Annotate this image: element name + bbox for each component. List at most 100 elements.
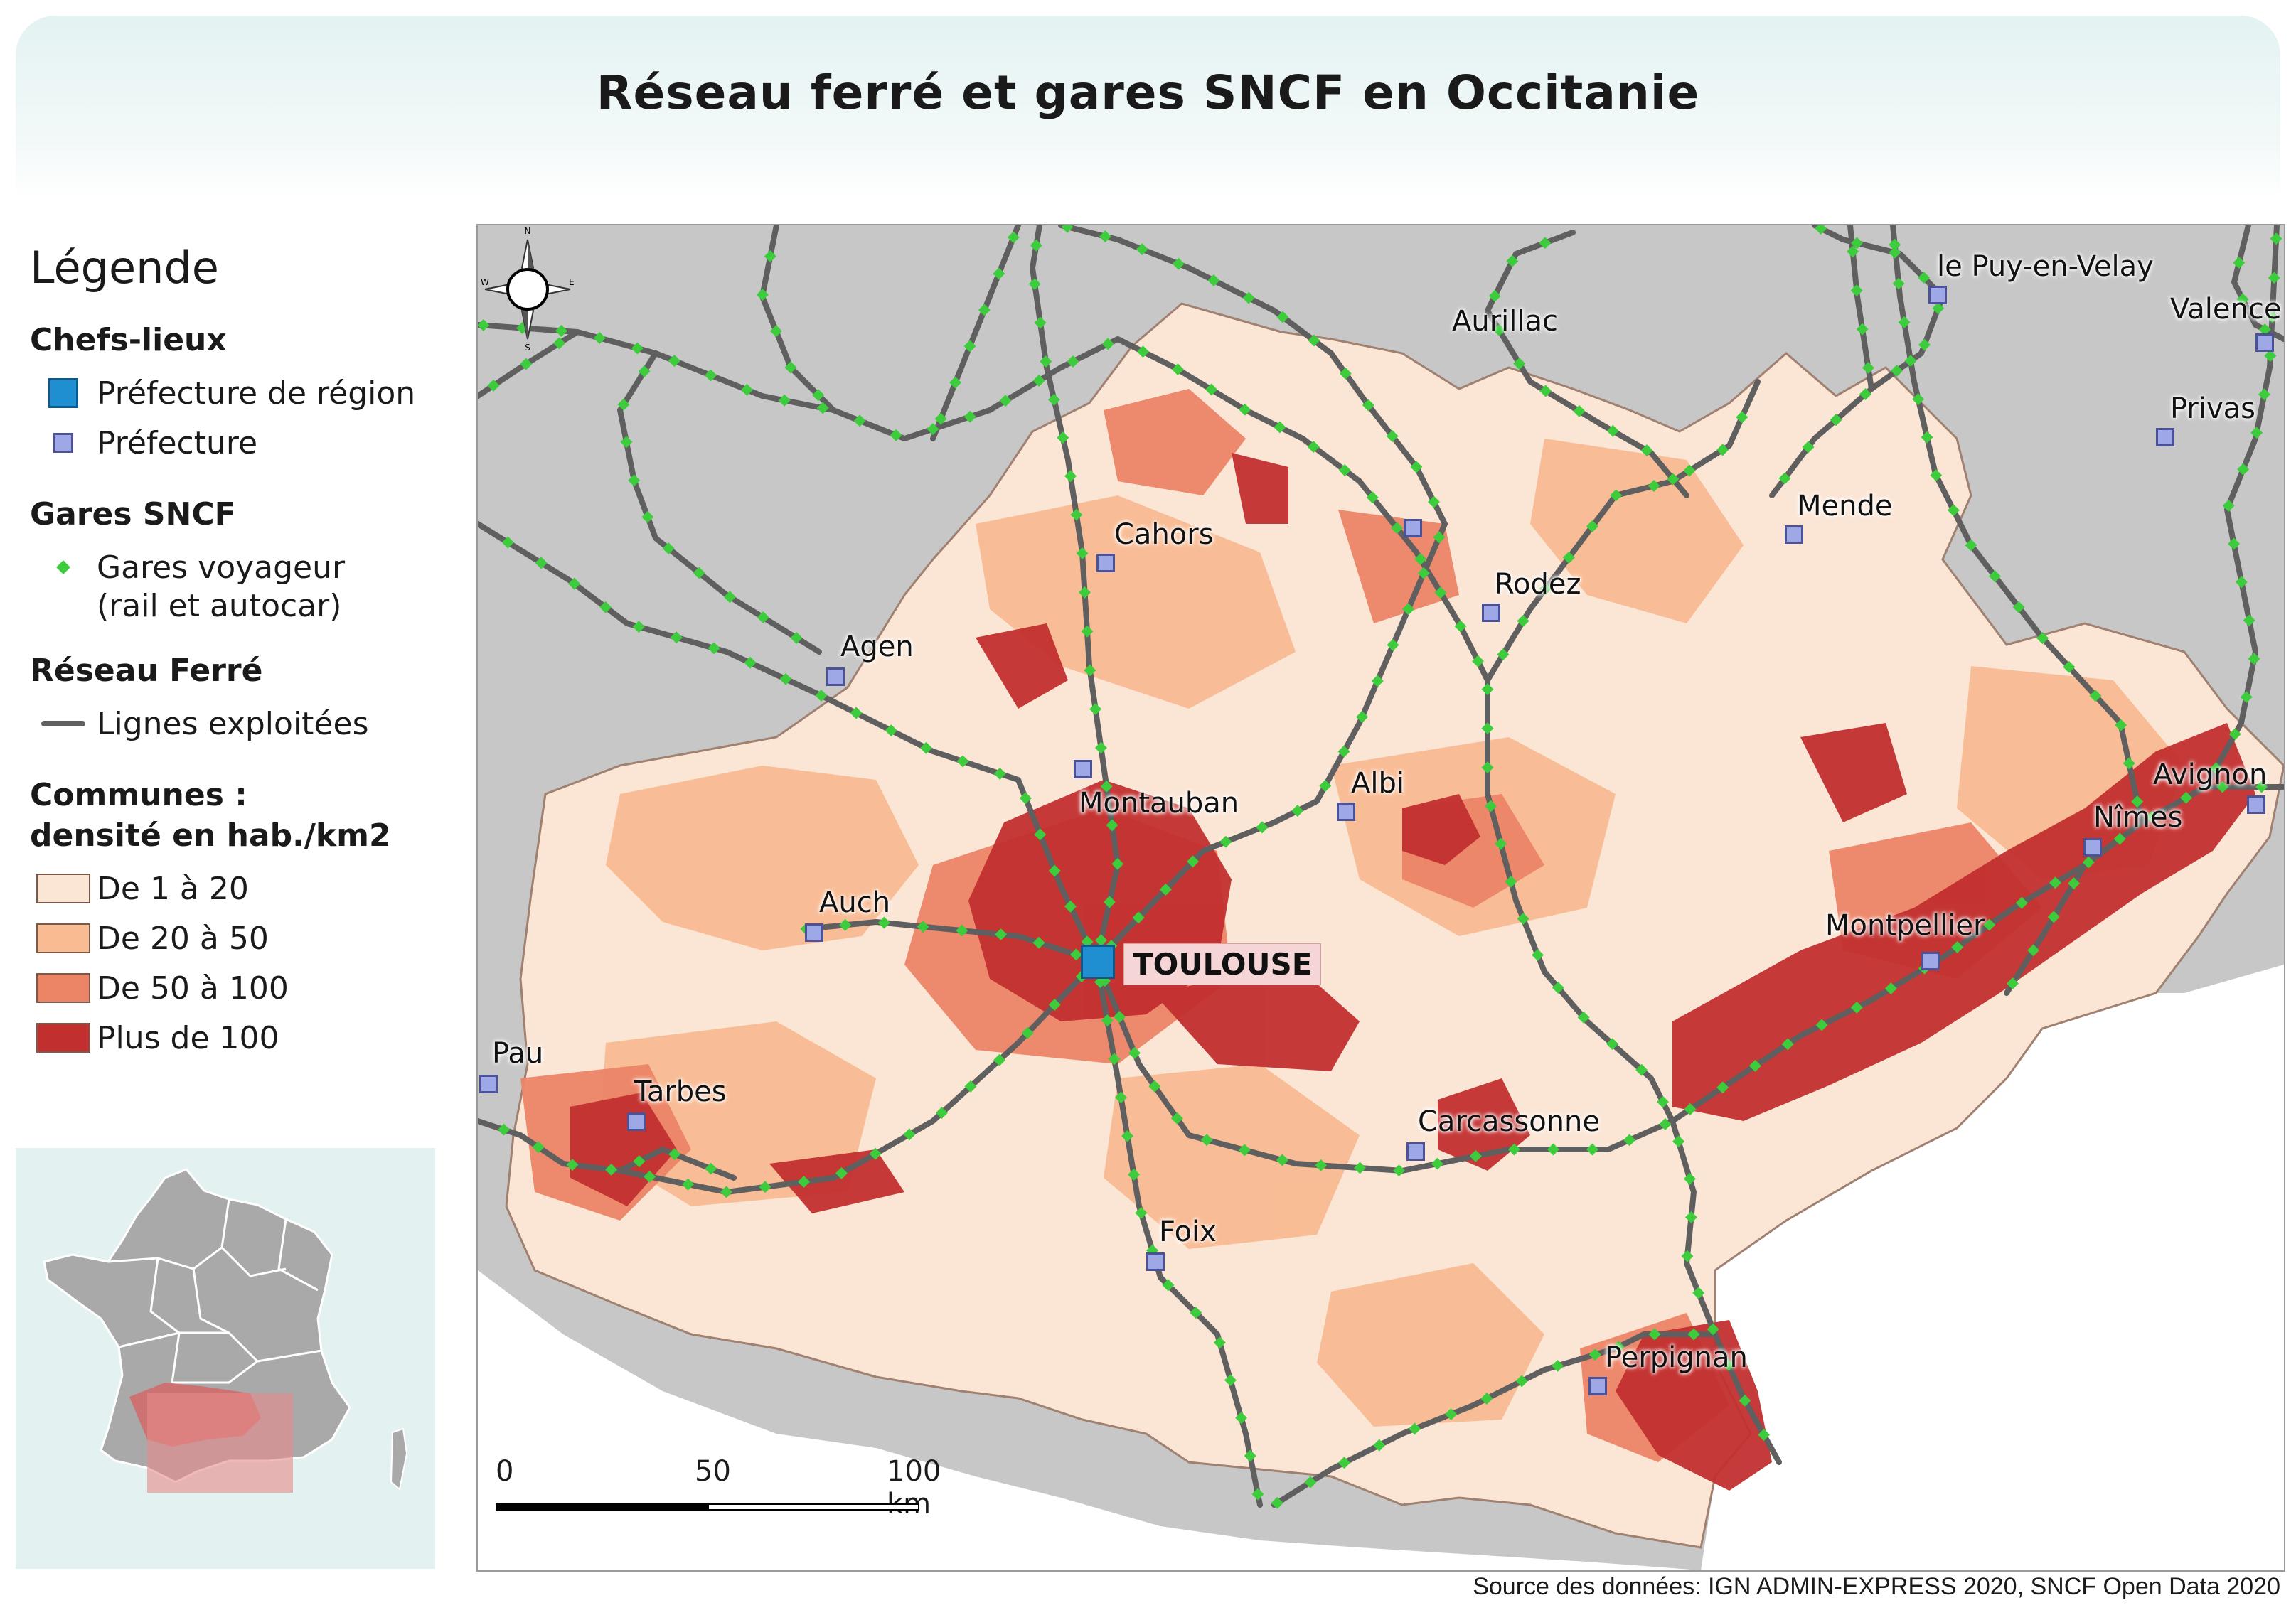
- station-point: [641, 510, 654, 523]
- station-point: [1904, 355, 1917, 368]
- station-point: [1070, 508, 1083, 521]
- label-aurillac: Aurillac: [1452, 305, 1559, 338]
- legend-item-prefecture: Préfecture: [30, 418, 456, 468]
- station-point: [1084, 664, 1096, 677]
- station-point: [919, 741, 932, 754]
- compass-rose-icon: N S W E: [481, 226, 575, 353]
- station-point: [1338, 1457, 1351, 1469]
- label-carcassonne: Carcassonne: [1418, 1105, 1600, 1138]
- station-point: [1493, 323, 1505, 336]
- compass-s: S: [525, 343, 530, 353]
- label-albi: Albi: [1351, 767, 1404, 800]
- station-point: [668, 1148, 681, 1161]
- station-point: [1148, 1080, 1161, 1093]
- station-point: [812, 389, 825, 402]
- station-point: [2006, 977, 2019, 989]
- label-foix: Foix: [1159, 1216, 1217, 1248]
- legend-label: Plus de 100: [97, 1019, 279, 1056]
- station-point: [1552, 982, 1564, 994]
- station-point: [1847, 245, 1859, 258]
- station-point: [1692, 1287, 1705, 1299]
- station-point: [1431, 1157, 1443, 1170]
- label-pau: Pau: [492, 1037, 544, 1070]
- regional-prefecture-symbol: [48, 378, 78, 408]
- station-point: [1402, 603, 1415, 616]
- density-swatch: [36, 874, 90, 903]
- station-point: [1433, 531, 1446, 544]
- prefecture-symbol: [53, 433, 73, 453]
- station-point: [835, 1166, 848, 1179]
- station-point: [1371, 675, 1384, 687]
- station-point: [890, 429, 902, 441]
- label-auch: Auch: [819, 886, 891, 919]
- station-point: [756, 289, 769, 301]
- station-point: [784, 361, 797, 374]
- station-point: [1079, 586, 1091, 599]
- station-point: [1684, 1211, 1697, 1223]
- label-tarbes: Tarbes: [634, 1075, 727, 1108]
- prefecture-marker-agen: [826, 667, 845, 686]
- station-point: [1428, 495, 1441, 508]
- station-point: [1103, 896, 1116, 908]
- station-point: [1238, 1144, 1251, 1157]
- station-point: [1106, 819, 1118, 832]
- station-point: [1517, 912, 1529, 925]
- spain-area: [478, 1270, 1701, 1570]
- france-locator-inset: [16, 1148, 435, 1569]
- station-point: [1891, 365, 1903, 377]
- label-toulouse: TOULOUSE: [1123, 943, 1322, 985]
- station-point: [1205, 383, 1218, 396]
- station-point: [1276, 1154, 1288, 1166]
- station-point: [1304, 1476, 1317, 1488]
- station-point: [2270, 232, 2282, 245]
- station-point: [1307, 440, 1320, 453]
- station-point: [1850, 1001, 1863, 1014]
- station-point: [1034, 316, 1047, 329]
- station-point: [2248, 653, 2260, 665]
- station-point: [1099, 230, 1111, 243]
- station-point: [1850, 237, 1863, 250]
- label-montpellier: Montpellier: [1825, 909, 1985, 942]
- density-swatch: [36, 923, 90, 953]
- station-point: [1539, 582, 1552, 595]
- station-point: [903, 1128, 916, 1141]
- station-point: [1517, 615, 1529, 627]
- regional-prefecture-marker-toulouse: [1081, 945, 1115, 979]
- station-point: [1683, 1172, 1696, 1185]
- station-point: [2047, 911, 2060, 923]
- station-point: [1315, 1159, 1328, 1171]
- station-point: [1366, 491, 1379, 504]
- station-point: [744, 656, 757, 669]
- station-point: [963, 340, 976, 353]
- station-point: [1623, 1134, 1636, 1147]
- station-point: [1339, 367, 1352, 380]
- station-point: [1989, 570, 2002, 583]
- prefecture-marker-foix: [1146, 1252, 1165, 1271]
- compass-e: E: [569, 277, 575, 287]
- station-point: [1588, 1348, 1601, 1361]
- scale-label-50: 50: [695, 1455, 731, 1488]
- legend-section-communes-sub: densité en hab./km2: [30, 817, 391, 854]
- station-point: [632, 621, 645, 633]
- station-point: [2235, 576, 2248, 589]
- station-point: [1481, 683, 1494, 696]
- station-point: [999, 395, 1012, 407]
- station-point: [2243, 614, 2255, 627]
- station-point: [599, 601, 612, 613]
- station-point: [964, 1080, 977, 1093]
- station-point: [1552, 1359, 1564, 1372]
- station-point: [1947, 504, 1960, 517]
- legend-item-density-4: Plus de 100: [30, 1013, 456, 1063]
- station-point: [1115, 1091, 1127, 1104]
- main-map: Aurillac le Puy-en-Velay Valence Privas …: [476, 224, 2285, 1572]
- legend-section-reseau: Réseau Ferré: [30, 653, 263, 689]
- station-point: [2228, 537, 2241, 550]
- station-point: [1028, 278, 1041, 291]
- mediterranean-sea: [1701, 965, 2284, 1570]
- station-point: [995, 928, 1008, 941]
- prefecture-marker-mende: [1785, 525, 1803, 544]
- station-point: [1291, 805, 1304, 817]
- data-source-credit: Source des données: IGN ADMIN-EXPRESS 20…: [1473, 1573, 2280, 1600]
- station-point: [2145, 810, 2158, 823]
- station-point: [605, 1163, 618, 1176]
